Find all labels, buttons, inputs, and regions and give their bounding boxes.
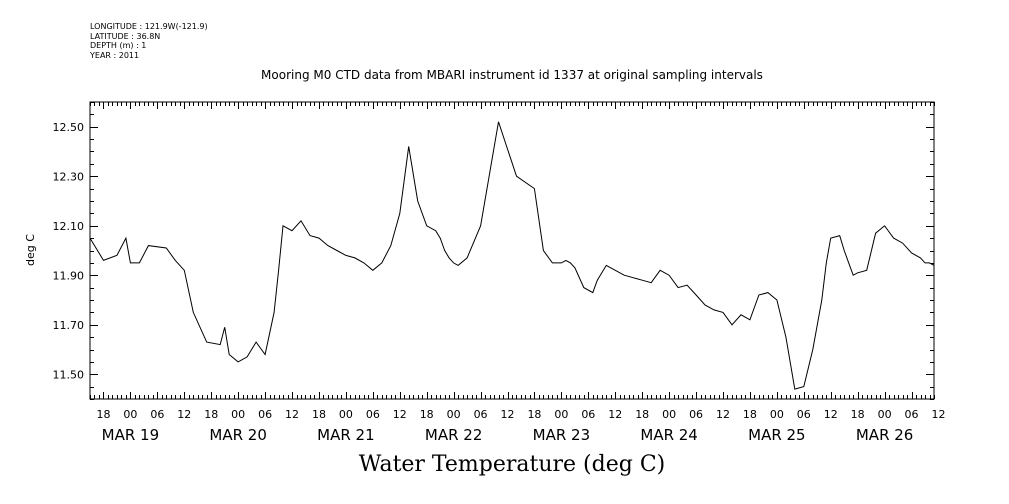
y-tick-label: 12.30 [53, 170, 85, 183]
x-hour-tick-label: 00 [231, 408, 245, 421]
year-label: YEAR : 2011 [90, 50, 140, 60]
x-hour-tick-label: 18 [204, 408, 218, 421]
x-hour-tick-label: 00 [554, 408, 568, 421]
x-day-label: MAR 25 [748, 426, 805, 444]
axis-ticks [90, 102, 935, 400]
plot-frame [89, 101, 935, 400]
y-tick-label: 12.50 [53, 121, 85, 134]
longitude-label: LONGITUDE : 121.9W(-121.9) [90, 22, 208, 31]
depth-label: DEPTH (m) : 1 [90, 41, 147, 50]
x-hour-tick-label: 12 [608, 408, 622, 421]
x-hour-tick-label: 00 [878, 408, 892, 421]
y-tick-label: 11.50 [53, 368, 85, 381]
x-hour-tick-label: 06 [150, 408, 164, 421]
x-hour-tick-label: 18 [635, 408, 649, 421]
x-hour-tick-label: 06 [905, 408, 919, 421]
x-day-label: MAR 20 [209, 426, 266, 444]
x-hour-tick-label: 06 [366, 408, 380, 421]
x-day-label: MAR 26 [856, 426, 913, 444]
x-hour-tick-label: 12 [931, 408, 945, 421]
x-hour-tick-label: 18 [851, 408, 865, 421]
x-hour-tick-label: 12 [285, 408, 299, 421]
x-tick-labels: 18 00 06 12 18 00 06 12 18 00 06 12 18 00 06 12 18 00 06 12… [96, 408, 945, 444]
x-hour-tick-label: 12 [824, 408, 838, 421]
y-tick-labels: 12.50 12.30 12.10 11.90 11.70 11.50 [53, 121, 85, 382]
x-day-label: MAR 21 [317, 426, 374, 444]
x-hour-tick-label: 18 [527, 408, 541, 421]
x-hour-tick-label: 06 [581, 408, 595, 421]
x-hour-tick-label: 18 [420, 408, 434, 421]
x-hour-tick-label: 06 [689, 408, 703, 421]
mooring-metadata: LONGITUDE : 121.9W(-121.9) LATITUDE : 36… [90, 22, 208, 60]
x-day-label: MAR 24 [640, 426, 697, 444]
x-hour-tick-label: 00 [123, 408, 137, 421]
x-hour-tick-label: 12 [177, 408, 191, 421]
latitude-label: LATITUDE : 36.8N [90, 31, 161, 41]
x-hour-tick-label: 06 [797, 408, 811, 421]
x-hour-tick-label: 12 [501, 408, 515, 421]
x-hour-tick-label: 18 [743, 408, 757, 421]
x-hour-tick-label: 06 [258, 408, 272, 421]
x-hour-tick-label: 00 [339, 408, 353, 421]
x-axis-label: Water Temperature (deg C) [358, 452, 666, 477]
chart-title: Mooring M0 CTD data from MBARI instrumen… [261, 68, 763, 82]
y-tick-label: 12.10 [53, 220, 85, 233]
y-tick-label: 11.70 [53, 319, 85, 332]
x-hour-tick-label: 12 [716, 408, 730, 421]
x-day-label: MAR 23 [533, 426, 590, 444]
x-hour-tick-label: 00 [447, 408, 461, 421]
x-day-label: MAR 19 [102, 426, 159, 444]
x-hour-tick-label: 00 [770, 408, 784, 421]
y-tick-label: 11.90 [53, 269, 85, 282]
x-hour-tick-label: 00 [662, 408, 676, 421]
x-hour-tick-label: 12 [393, 408, 407, 421]
y-axis-label: deg C [24, 234, 37, 266]
water-temperature-line [89, 121, 935, 390]
x-day-label: MAR 22 [425, 426, 482, 444]
x-hour-tick-label: 06 [474, 408, 488, 421]
x-hour-tick-label: 18 [96, 408, 110, 421]
x-hour-tick-label: 18 [312, 408, 326, 421]
